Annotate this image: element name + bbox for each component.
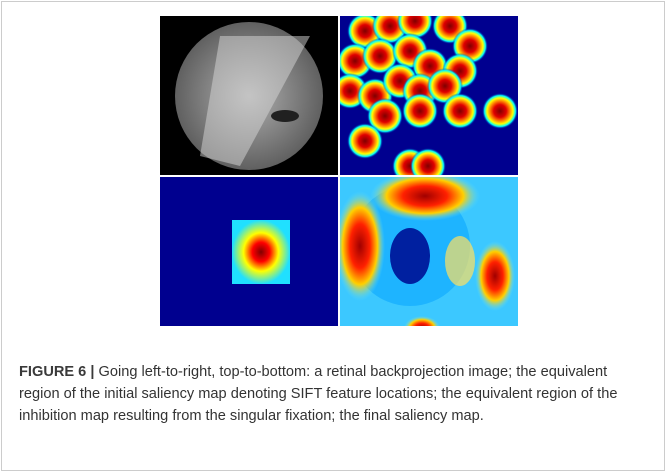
figure-images — [160, 16, 518, 326]
page: FIGURE 6 | Going left-to-right, top-to-b… — [0, 0, 668, 462]
final-saliency-map — [335, 171, 518, 326]
figure-caption: FIGURE 6 | Going left-to-right, top-to-b… — [19, 361, 651, 427]
initial-saliency-map — [332, 16, 518, 184]
caption-text: Going left-to-right, top-to-bottom: a re… — [19, 364, 617, 424]
figure-label: FIGURE 6 | — [19, 364, 94, 380]
inhibition-region — [232, 220, 290, 284]
